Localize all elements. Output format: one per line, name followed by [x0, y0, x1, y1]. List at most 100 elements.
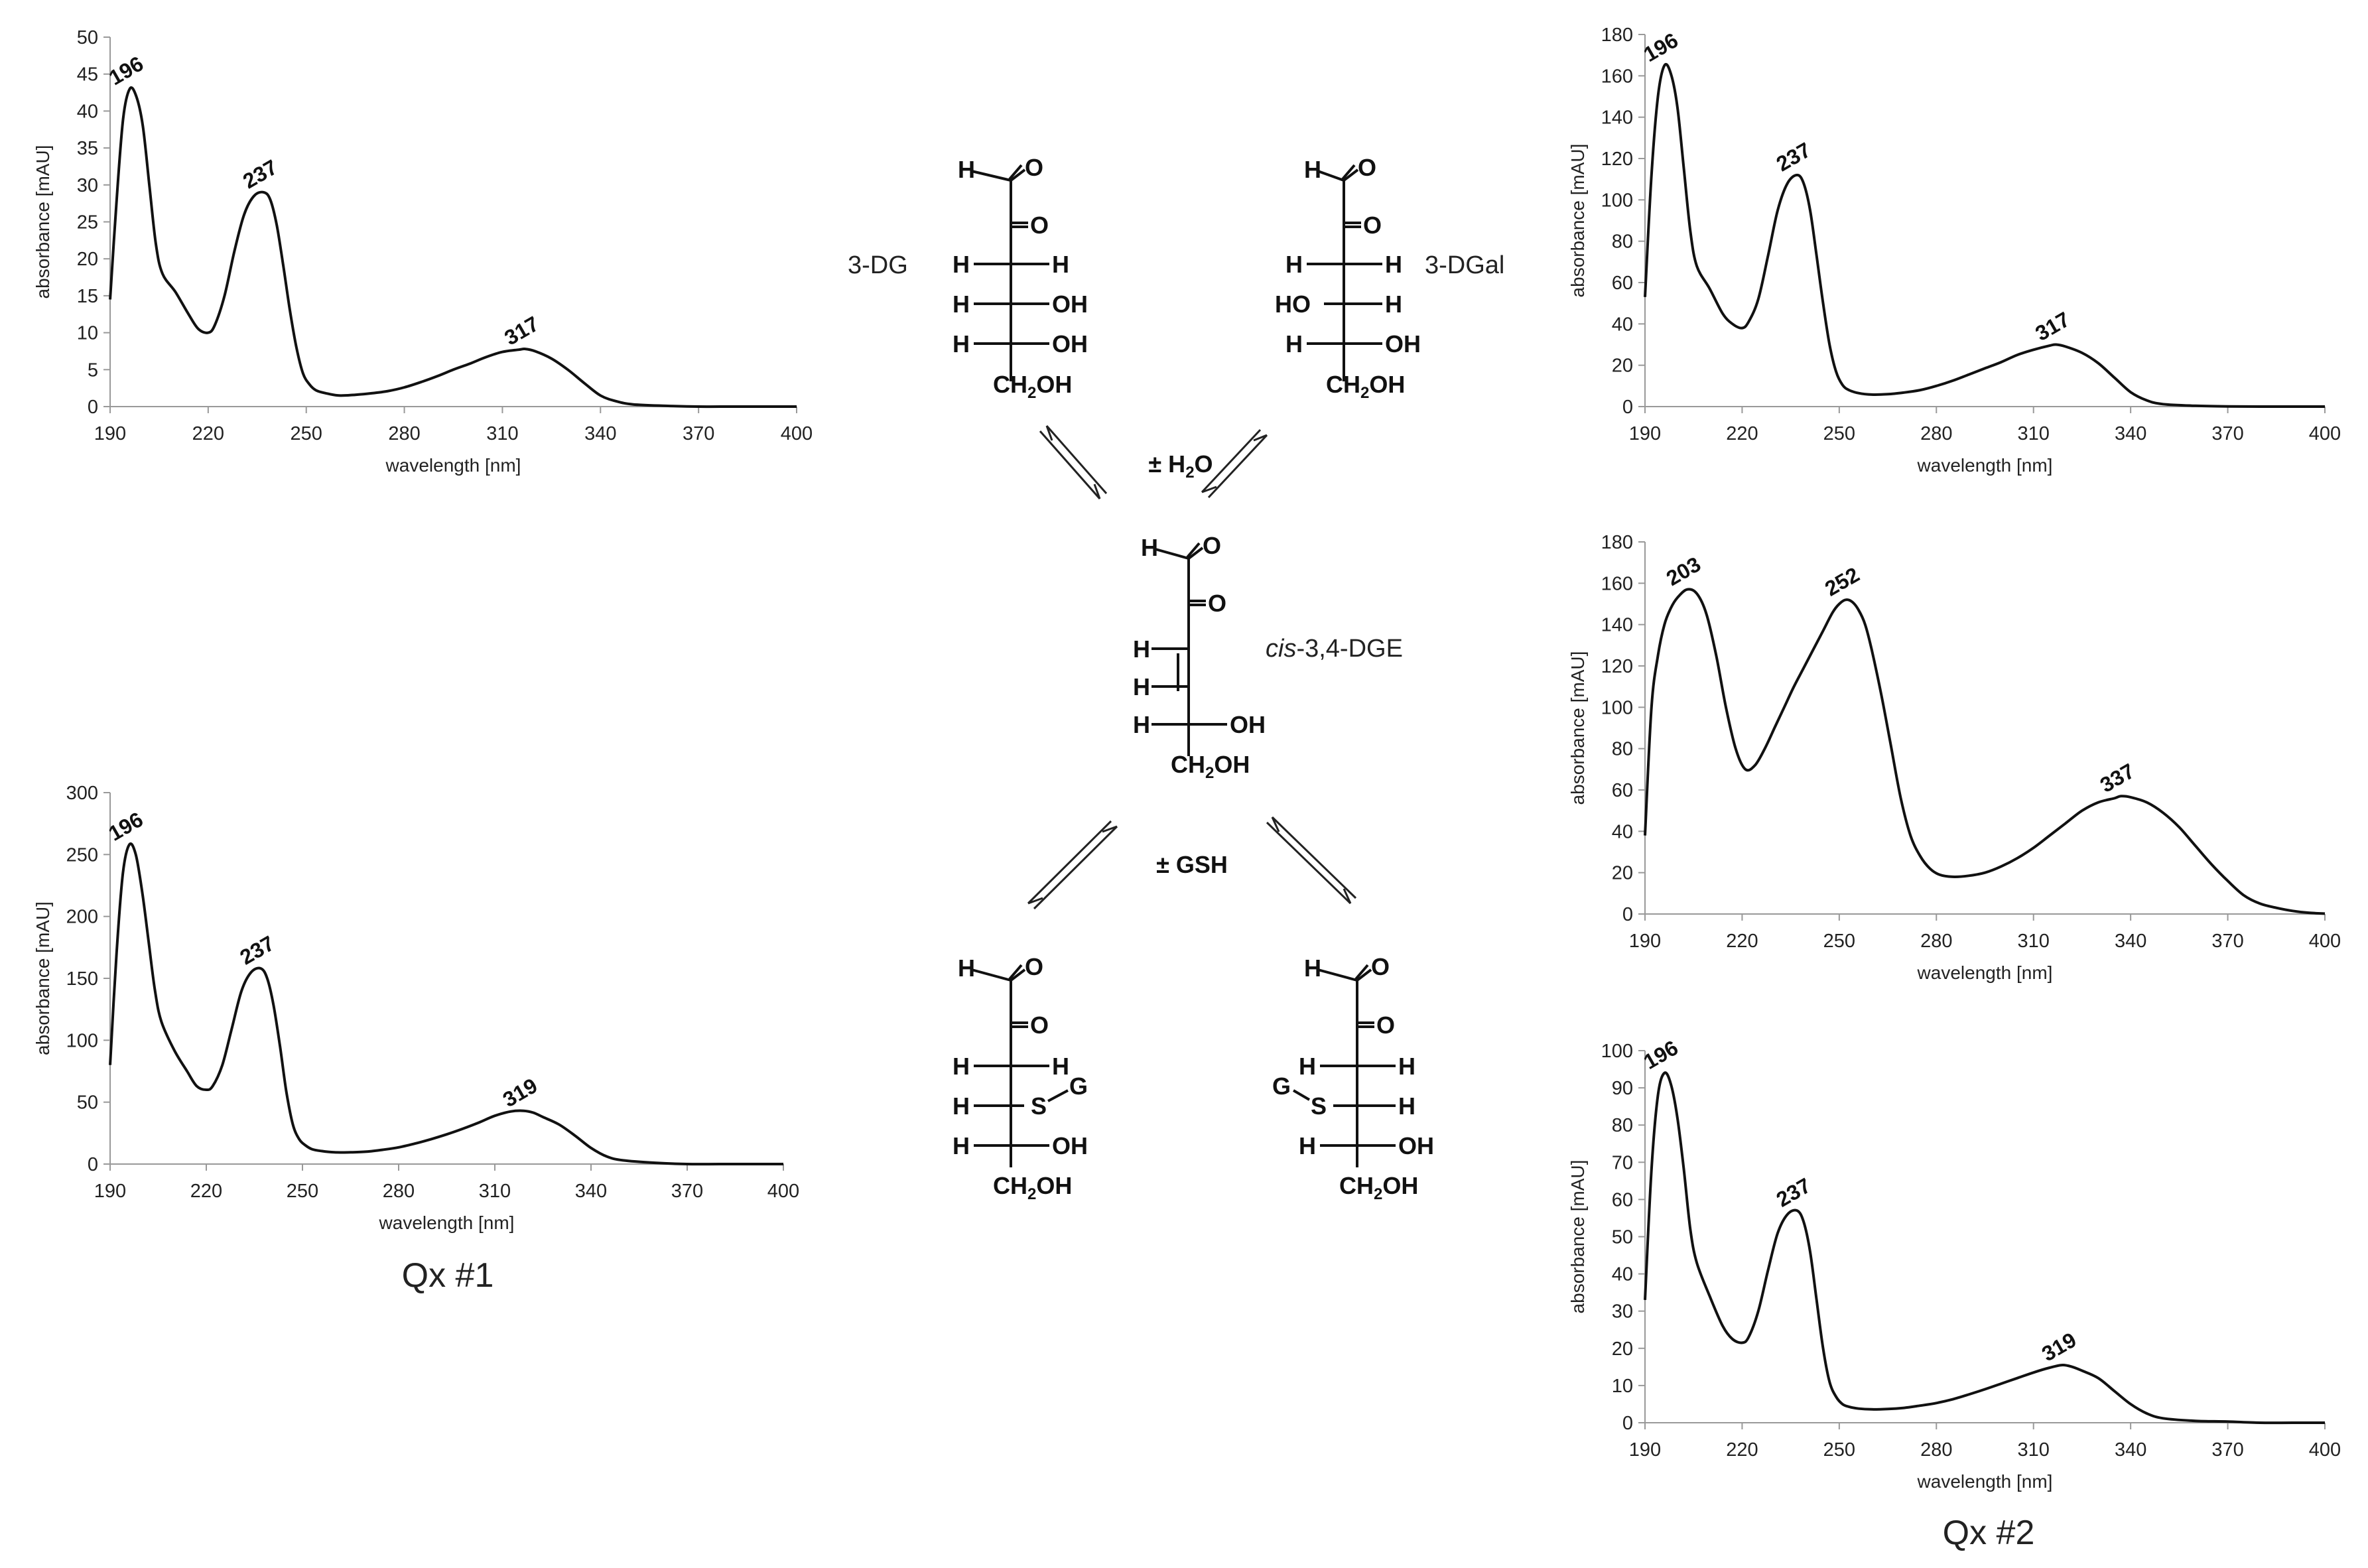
molecule-gsh-adduct-right: H O O H H G S H H OH CH2OH [1272, 953, 1434, 1203]
x-tick-label: 400 [2309, 423, 2341, 444]
y-tick-label: 50 [77, 27, 98, 48]
atom-label: OH [1398, 1132, 1434, 1159]
atom-label: O [1208, 590, 1226, 617]
x-tick-label: 370 [683, 423, 714, 444]
equilibrium-arrow-lower-right [1266, 816, 1357, 905]
y-tick-label: 25 [77, 212, 98, 233]
y-tick-label: 200 [66, 907, 98, 928]
atom-label: OH [1052, 291, 1088, 318]
spectrum-line [1644, 62, 2325, 409]
y-tick-label: 30 [1612, 1301, 1633, 1323]
x-tick-label: 340 [575, 1181, 607, 1202]
atom-label: CH2OH [1171, 751, 1250, 782]
reaction-label-gsh: ± GSH [1156, 851, 1228, 878]
x-tick-label: 400 [767, 1181, 799, 1202]
peak-label: 237 [1772, 137, 1815, 176]
y-tick-label: 300 [66, 783, 98, 804]
atom-label: O [1376, 1012, 1395, 1039]
spectrum-panel-bottom-left: 0 50 100 150 200 250 300 190 220 250 280 310 340 370 4… [33, 783, 799, 1233]
atom-label: O [1371, 953, 1390, 980]
x-tick-label: 340 [2115, 931, 2146, 952]
y-tick-label: 0 [1622, 904, 1633, 925]
y-tick-label: 5 [88, 359, 98, 381]
y-tick-label: 100 [66, 1030, 98, 1051]
x-tick-label: 220 [190, 1181, 222, 1202]
y-tick-label: 20 [77, 249, 98, 270]
spectrum-line [1644, 588, 2326, 915]
atom-label: H [953, 251, 970, 278]
atom-label: O [1025, 953, 1043, 980]
y-tick-label: 45 [77, 64, 98, 86]
x-tick-label: 400 [781, 423, 813, 444]
y-tick-label: 180 [1601, 532, 1633, 553]
peak-label: 337 [2096, 759, 2138, 797]
x-tick-label: 250 [287, 1181, 318, 1202]
y-tick-label: 150 [66, 968, 98, 990]
atom-label: H [1141, 534, 1158, 561]
peak-label: 237 [239, 155, 281, 193]
peak-label: 319 [499, 1073, 541, 1112]
x-tick-label: 250 [1823, 931, 1855, 952]
y-tick-label: 20 [1612, 356, 1633, 377]
atom-label: H [1285, 330, 1303, 358]
y-tick-label: 0 [1622, 397, 1633, 418]
peak-label: 252 [1821, 562, 1863, 601]
atom-label: CH2OH [993, 371, 1072, 402]
y-tick-label: 250 [66, 844, 98, 866]
atom-label: H [1299, 1132, 1316, 1159]
y-tick-label: 60 [1612, 1189, 1633, 1210]
spectrum-panel-top-left: 0 5 10 15 20 25 30 35 40 45 50 190 220 250 280 310 340 37… [33, 27, 813, 476]
x-tick-label: 370 [2211, 423, 2243, 444]
atom-label: HO [1275, 291, 1311, 318]
x-tick-label: 340 [2115, 1439, 2146, 1461]
atom-label: H [1398, 1053, 1415, 1080]
peak-label: 196 [105, 52, 147, 90]
y-tick-label: 60 [1612, 780, 1633, 801]
y-tick-label: 50 [77, 1092, 98, 1114]
spectrum-panel-top-right: 0 20 40 60 80 100 120 140 160 180 190 220 250 280 310 3… [1567, 25, 2341, 476]
x-tick-label: 190 [94, 1181, 126, 1202]
y-tick-label: 90 [1612, 1078, 1633, 1099]
x-tick-label: 190 [94, 423, 126, 444]
x-axis-title: wavelength [nm] [1917, 962, 2053, 983]
spectrum-panel-bottom-right: 0 10 20 30 40 50 60 70 80 90 100 190 220 250 280 310 340… [1567, 1035, 2341, 1492]
x-tick-label: 220 [192, 423, 224, 444]
peak-label: 317 [500, 312, 543, 350]
y-tick-label: 100 [1601, 697, 1633, 718]
peak-label: 237 [236, 931, 279, 970]
atom-label: H [1398, 1092, 1415, 1120]
y-tick-label: 0 [88, 397, 98, 418]
y-tick-label: 70 [1612, 1152, 1633, 1173]
y-tick-label: 40 [1612, 1264, 1633, 1285]
y-tick-label: 80 [1612, 1115, 1633, 1136]
x-tick-label: 340 [2115, 423, 2146, 444]
atom-label: CH2OH [993, 1172, 1072, 1203]
molecule-name-3dg: 3-DG [848, 251, 908, 279]
x-tick-label: 250 [1823, 423, 1855, 444]
equilibrium-arrow-lower-left [1027, 820, 1118, 910]
y-tick-label: 160 [1601, 66, 1633, 87]
atom-label: OH [1385, 330, 1421, 358]
x-axis-title: wavelength [nm] [1917, 1471, 2053, 1492]
atom-label: H [958, 156, 975, 183]
y-tick-label: 40 [1612, 314, 1633, 335]
x-tick-label: 310 [2018, 1439, 2050, 1461]
y-tick-label: 140 [1601, 615, 1633, 636]
y-tick-label: 180 [1601, 25, 1633, 46]
atom-label: H [953, 1092, 970, 1120]
atom-label: G [1069, 1073, 1088, 1100]
spectrum-line [1644, 1071, 2325, 1425]
y-tick-label: 0 [1622, 1413, 1633, 1434]
equilibrium-arrow-upper-right [1201, 428, 1268, 499]
x-tick-label: 370 [2211, 1439, 2243, 1461]
x-tick-label: 340 [584, 423, 616, 444]
atom-label: O [1358, 154, 1376, 181]
molecule-3dg: H O O H H H OH H OH CH2OH [953, 154, 1088, 402]
atom-label: H [1299, 1053, 1316, 1080]
equilibrium-arrow-upper-left [1039, 425, 1108, 499]
x-tick-label: 280 [1920, 423, 1952, 444]
atom-label: H [1304, 954, 1321, 982]
x-axis-title: wavelength [nm] [379, 1212, 515, 1233]
y-axis-title: absorbance [mAU] [33, 145, 53, 299]
